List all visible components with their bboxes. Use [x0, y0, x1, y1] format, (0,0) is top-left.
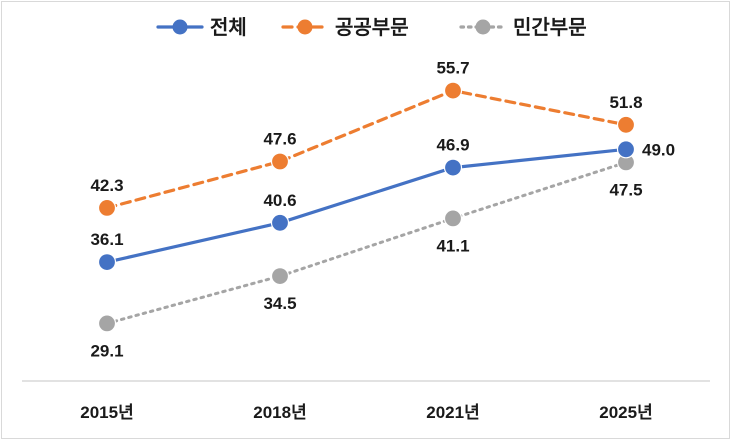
data-label-1-2: 55.7: [436, 59, 469, 78]
data-label-0-1: 40.6: [263, 191, 296, 210]
legend-marker-2: [475, 19, 491, 35]
legend-marker-1: [297, 19, 313, 35]
series-markers: [97, 81, 636, 333]
data-label-1-1: 47.6: [263, 130, 296, 149]
series-line-2: [105, 160, 628, 325]
data-label-0-0: 36.1: [90, 230, 123, 249]
x-tick-2: 2021년: [426, 403, 479, 422]
data-label-0-3: 49.0: [642, 140, 675, 159]
x-tick-3: 2025년: [599, 403, 652, 422]
marker-1-0: [97, 198, 117, 217]
marker-2-0: [97, 314, 117, 333]
marker-0-3: [616, 140, 636, 159]
legend-label-공공부문: 공공부문: [335, 15, 409, 39]
data-label-1-0: 42.3: [90, 176, 123, 195]
legend: 전체 공공부문 민간부문: [156, 15, 587, 39]
data-label-0-2: 46.9: [436, 136, 469, 155]
data-label-1-3: 51.8: [609, 93, 642, 112]
data-label-2-2: 41.1: [436, 236, 469, 255]
series-lines: [105, 88, 628, 325]
data-labels: 36.1 40.6 46.9 49.0 42.3 47.6 55.7 51.8 29.1 34.5…: [90, 59, 675, 361]
x-tick-labels: 2015년 2018년 2021년 2025년: [80, 403, 652, 422]
data-label-2-3: 47.5: [609, 180, 642, 199]
data-label-2-0: 29.1: [90, 341, 123, 360]
marker-0-2: [443, 158, 463, 177]
x-tick-0: 2015년: [80, 403, 133, 422]
marker-2-1: [270, 267, 290, 286]
legend-label-전체: 전체: [210, 15, 247, 39]
marker-0-0: [97, 253, 117, 272]
series-line-1: [105, 88, 628, 210]
data-label-2-1: 34.5: [263, 294, 296, 313]
marker-1-3: [616, 115, 636, 134]
legend-marker-0: [172, 19, 188, 35]
marker-1-1: [270, 152, 290, 171]
x-tick-1: 2018년: [253, 403, 306, 422]
legend-label-민간부문: 민간부문: [513, 15, 587, 39]
marker-0-1: [270, 213, 290, 232]
series-line-0: [105, 147, 628, 264]
marker-1-2: [443, 81, 463, 100]
marker-2-2: [443, 209, 463, 228]
